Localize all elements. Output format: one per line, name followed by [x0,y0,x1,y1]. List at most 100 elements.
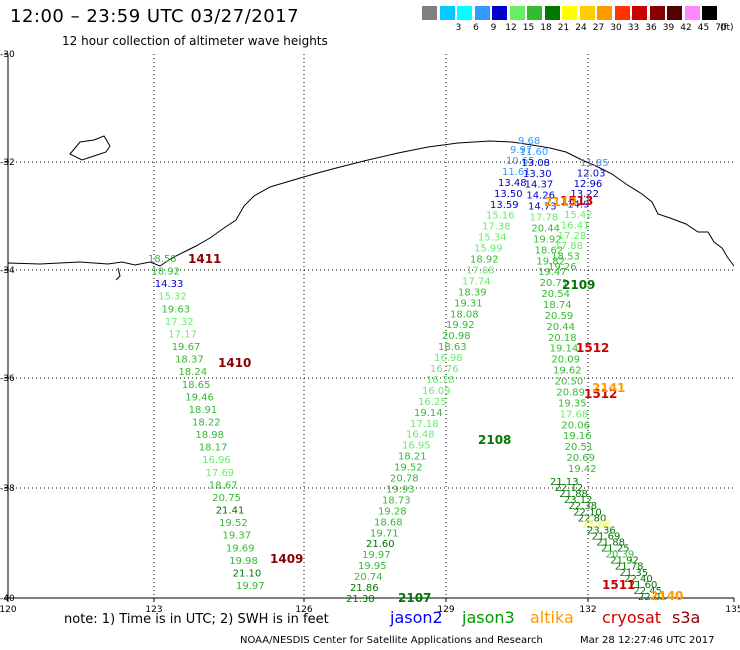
pass-time-labels: 1411 1410 1409 2108 2107 2109 1513 1512 1512 1511… [188,194,683,605]
legend-label: 3 [455,23,462,33]
legend-label: 15 [522,23,535,33]
wave-height-label: 17.28 [558,231,587,242]
wave-height-label: 19.35 [558,398,587,409]
satellite-name-jason3: jason3 [462,608,515,627]
wave-height-label: 11.60 [520,147,549,158]
legend-label: 45 [697,23,710,33]
legend-label: 39 [662,23,675,33]
wave-height-label: 19.97 [236,581,265,592]
wave-height-label: 21.35 [619,568,648,579]
lon-tick-label: 120 [0,605,17,615]
wave-height-label: 13.08 [521,158,550,169]
legend-swatch [562,6,577,20]
wave-height-label: 23.12 [564,495,593,506]
lon-tick-label: 126 [295,605,312,615]
wave-height-label: 11.61 [502,167,531,178]
pass-time-label: 1511 [602,578,635,592]
legend-label: 27 [592,23,605,33]
lat-tick-label: -36 [0,374,15,384]
page-subtitle: 12 hour collection of altimeter wave hei… [62,34,328,48]
wave-height-label: 20.39 [606,550,635,561]
wave-height-label: 14.33 [155,279,184,290]
wave-height-label: 18.37 [175,355,204,366]
wave-height-label: 13.50 [494,189,523,200]
legend-swatch [474,6,490,20]
wave-height-label: 20.74 [354,572,383,583]
wave-height-label: 19.28 [378,506,407,517]
page-title: 12:00 – 23:59 UTC 03/27/2017 [10,6,300,27]
lon-tick-label: 129 [437,605,454,615]
wave-height-label: 15.42 [564,210,593,221]
footnote: note: 1) Time is in UTC; 2) SWH is in fe… [64,612,329,627]
wave-height-label: 19.47 [538,267,567,278]
wave-height-label: 18.63 [438,342,467,353]
pass-time-label: 1513 [560,194,593,208]
wave-height-label: 18.08 [450,309,479,320]
legend-swatch [492,6,507,20]
wave-height-label: 11.85 [580,158,609,169]
pass-time-label: 1512 [576,341,609,355]
legend-swatch [667,6,682,20]
wave-height-label: 13.48 [498,178,527,189]
wave-height-label: 19.67 [172,342,201,353]
legend-label: 18 [540,23,552,33]
wave-height-label: 17.88 [466,265,495,276]
legend-swatch [579,6,595,20]
wave-height-label: 20.06 [561,420,590,431]
pass-time-label: 1410 [218,356,251,370]
legend-swatch [439,6,455,20]
wave-height-label: 14.9 [567,200,589,211]
mainland-coastline [7,140,735,267]
wave-height-label: 20.09 [551,355,580,366]
legend-label: 42 [680,23,692,33]
satellite-name-s3a: s3a [672,608,701,627]
wave-height-label: 18.68 [374,517,403,528]
wave-height-label: 19.14 [550,344,579,355]
wave-height-label: 20.75 [212,493,241,504]
wave-height-label: 19.97 [362,550,391,561]
cape-outline [115,267,121,281]
wave-height-label: 13.30 [523,169,552,180]
wave-height-label: 19.62 [553,366,582,377]
wave-height-label: 9.68 [518,136,540,147]
wave-height-label: 21.38 [346,594,375,605]
lat-tick-label: -34 [0,266,15,276]
wave-height-label: 25.68 [582,519,611,530]
pass-time-label: 1512 [584,387,617,401]
generated-timestamp: Mar 28 12:27:46 UTC 2017 [580,635,715,646]
pass-time-label: 2107 [398,591,431,605]
graticule [8,54,734,598]
wave-height-label: 19.93 [386,484,415,495]
wave-height-label: 16.96 [202,455,231,466]
wave-height-label: 18.73 [382,495,411,506]
wave-height-label: 18.62 [535,245,564,256]
wave-height-label: 15.99 [474,244,503,255]
legend-swatch [457,6,472,20]
wave-height-label: 18.22 [192,418,221,429]
lat-tick-label: -38 [0,484,15,494]
wave-height-label: 19.52 [394,463,423,474]
wave-height-label: 21.25 [601,544,630,555]
legend-swatch [422,6,437,20]
satellite-name-jason2: jason2 [390,608,443,627]
pass-time-label: 2108 [478,433,511,447]
legend-label: 9 [490,23,497,33]
wave-height-label: 18.74 [543,300,572,311]
wave-height-label: 20.50 [555,377,584,388]
wave-height-label: 15.34 [478,233,507,244]
wave-height-label: 19.98 [229,556,258,567]
wave-height-label: 20.51 [565,442,594,453]
wave-height-label: 20.18 [548,333,577,344]
wave-height-label: 16.25 [418,397,447,408]
wave-height-label: 22.40 [624,574,653,585]
legend-swatch [544,6,560,20]
lat-tick-label: -40 [0,594,15,604]
wave-height-label: 16.76 [430,364,459,375]
wave-height-label: 16.95 [402,441,431,452]
legend-swatch [649,6,665,20]
wave-height-values: 18.5818.9214.3315.3219.6317.3217.1719.67… [148,136,667,605]
wave-height-label: 19.82 [536,256,565,267]
wave-height-label: 19.46 [185,392,214,403]
